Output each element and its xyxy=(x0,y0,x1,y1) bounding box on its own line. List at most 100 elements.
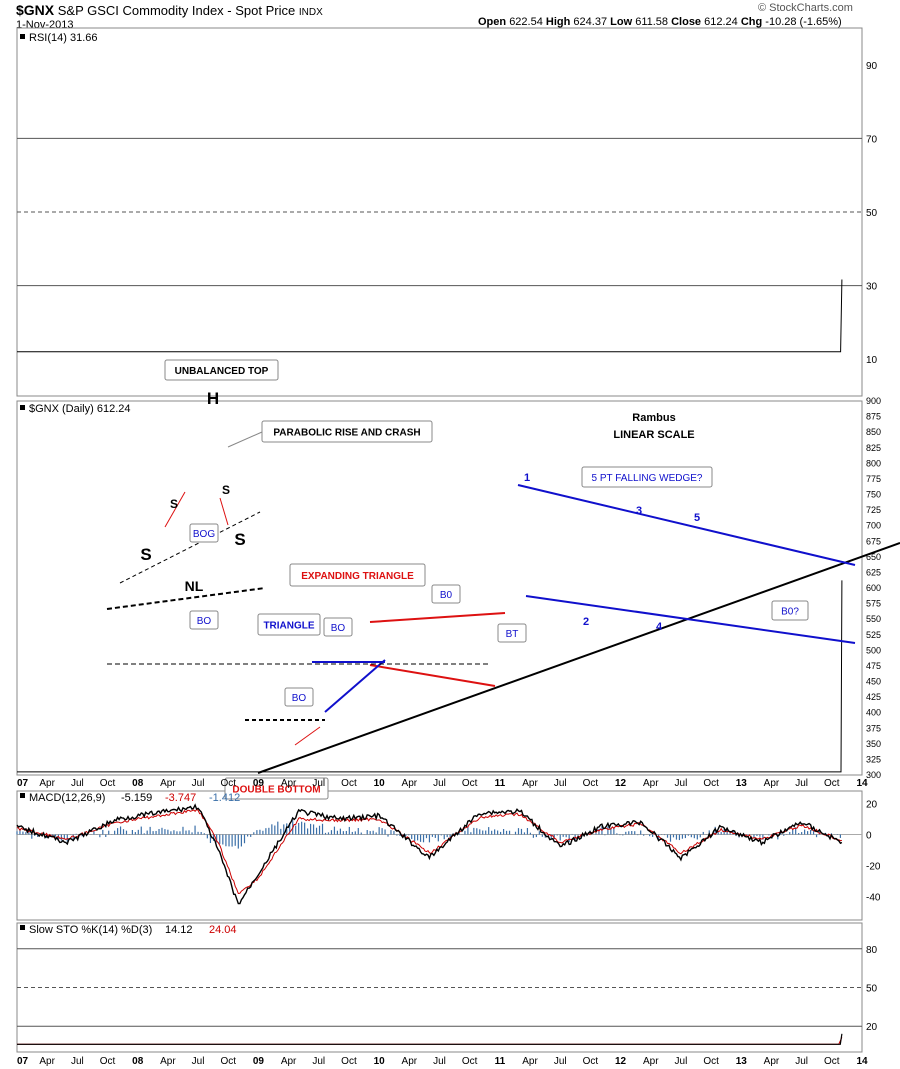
sto-d-line xyxy=(17,1037,843,1045)
exchange: INDX xyxy=(298,7,323,18)
macd-tick-label: 0 xyxy=(866,831,872,842)
x-tick-label-bottom: Apr xyxy=(402,1056,418,1067)
x-tick-label: Jul xyxy=(795,778,808,789)
price-tick-label: 750 xyxy=(866,490,881,500)
price-tick-label: 900 xyxy=(866,396,881,406)
s-label-left: S xyxy=(140,545,151,564)
bog-label-box xyxy=(189,523,219,543)
wave-2-label: 2 xyxy=(583,616,589,628)
x-tick-label: Apr xyxy=(522,778,538,789)
x-tick-label: Oct xyxy=(341,778,357,789)
triangle-label: TRIANGLE xyxy=(263,621,314,632)
rsi-legend: RSI(14) 31.66 xyxy=(29,32,97,44)
price-tick-label: 725 xyxy=(866,505,881,515)
price-tick-label: 300 xyxy=(866,770,881,780)
x-tick-label-bottom: Apr xyxy=(643,1056,659,1067)
s-label-right: S xyxy=(234,530,245,549)
open-label: Open xyxy=(478,16,507,28)
x-tick-label: 09 xyxy=(253,778,265,789)
wave-4-label: 4 xyxy=(656,621,663,633)
unbalanced-top-label: UNBALANCED TOP xyxy=(175,366,269,377)
macd-tick-label: -20 xyxy=(866,862,881,873)
sto-k-line xyxy=(17,1033,843,1045)
macd-line xyxy=(16,803,843,905)
open-value: 622.54 xyxy=(509,16,543,28)
price-legend-swatch xyxy=(20,405,25,410)
x-tick-label: 07 xyxy=(17,778,29,789)
red-shoulder-2 xyxy=(219,497,229,526)
x-tick-label-bottom: Jul xyxy=(795,1056,808,1067)
x-tick-label-bottom: Apr xyxy=(39,1056,55,1067)
macd-signal-line xyxy=(16,808,843,895)
macd-legend-signal: -3.747 xyxy=(165,792,196,804)
rsi-tick-label: 50 xyxy=(866,208,878,219)
wedge-label-box xyxy=(581,466,713,488)
expanding-triangle-label: EXPANDING TRIANGLE xyxy=(301,571,414,582)
wedge-lower-line xyxy=(525,595,856,644)
wave-1-label: 1 xyxy=(524,472,530,484)
price-tick-label: 450 xyxy=(866,677,881,687)
sto-tick-label: 20 xyxy=(866,1022,878,1033)
parabolic-label: PARABOLIC RISE AND CRASH xyxy=(273,428,420,439)
price-tick-label: 525 xyxy=(866,630,881,640)
x-tick-label-bottom: Oct xyxy=(703,1056,719,1067)
ohlc-readout: Open 622.54 High 624.37 Low 611.58 Close… xyxy=(478,16,842,28)
x-tick-label-bottom: Jul xyxy=(433,1056,446,1067)
price-tick-label: 850 xyxy=(866,427,881,437)
rsi-tick-label: 30 xyxy=(866,282,878,293)
x-tick-label-bottom: Oct xyxy=(341,1056,357,1067)
wave-5-label: 5 xyxy=(694,512,700,524)
x-tick-label: Apr xyxy=(402,778,418,789)
macd-tick-label: -40 xyxy=(866,893,881,904)
x-tick-label-bottom: 08 xyxy=(132,1056,144,1067)
price-tick-label: 350 xyxy=(866,739,881,749)
x-tick-label-bottom: Jul xyxy=(71,1056,84,1067)
x-tick-label-bottom: 13 xyxy=(736,1056,748,1067)
x-tick-label: Oct xyxy=(583,778,599,789)
wedge-upper-line xyxy=(517,484,856,566)
price-line xyxy=(17,580,843,773)
x-tick-label-bottom: Oct xyxy=(824,1056,840,1067)
rambus-label: Rambus xyxy=(632,412,675,424)
bo-label-1: BO xyxy=(197,616,212,627)
x-tick-label-bottom: Apr xyxy=(522,1056,538,1067)
x-tick-label-bottom: Jul xyxy=(192,1056,205,1067)
wedge-label: 5 PT FALLING WEDGE? xyxy=(592,473,703,484)
macd-legend-name: MACD(12,26,9) xyxy=(29,792,105,804)
double-bottom-label: DOUBLE BOTTOM xyxy=(232,785,320,796)
close-value: 612.24 xyxy=(704,16,738,28)
x-tick-label: Oct xyxy=(703,778,719,789)
price-tick-label: 375 xyxy=(866,723,881,733)
price-tick-label: 575 xyxy=(866,599,881,609)
price-tick-label: 500 xyxy=(866,645,881,655)
x-tick-label: 12 xyxy=(615,778,627,789)
red-bottom-line xyxy=(294,726,321,746)
bo-question-label-box xyxy=(771,600,809,621)
macd-legend-swatch xyxy=(20,793,25,798)
sto-tick-label: 50 xyxy=(866,984,878,995)
bo-label-3: BO xyxy=(331,623,346,634)
price-tick-label: 800 xyxy=(866,458,881,468)
price-tick-label: 550 xyxy=(866,614,881,624)
x-tick-label: 14 xyxy=(856,778,868,789)
price-tick-label: 400 xyxy=(866,708,881,718)
x-tick-label: Apr xyxy=(39,778,55,789)
expanding-triangle-label-box xyxy=(289,563,426,587)
x-tick-label: Apr xyxy=(643,778,659,789)
bo-label-4: B0 xyxy=(440,590,453,601)
x-tick-label: Jul xyxy=(675,778,688,789)
chg-value: -10.28 (-1.65%) xyxy=(765,16,842,28)
price-tick-label: 700 xyxy=(866,521,881,531)
sto-legend-d: 24.04 xyxy=(209,924,237,936)
macd-legend-hist: -1.412 xyxy=(209,792,240,804)
s-small-left: S xyxy=(170,497,178,511)
bog-label: BOG xyxy=(193,529,215,540)
sto-legend-name: Slow STO %K(14) %D(3) xyxy=(29,924,152,936)
x-tick-label: Jul xyxy=(71,778,84,789)
x-tick-label-bottom: Jul xyxy=(312,1056,325,1067)
rsi-tick-label: 10 xyxy=(866,355,878,366)
close-label: Close xyxy=(671,16,702,28)
rsi-tick-label: 70 xyxy=(866,134,878,145)
double-bottom-label-box xyxy=(224,777,329,800)
